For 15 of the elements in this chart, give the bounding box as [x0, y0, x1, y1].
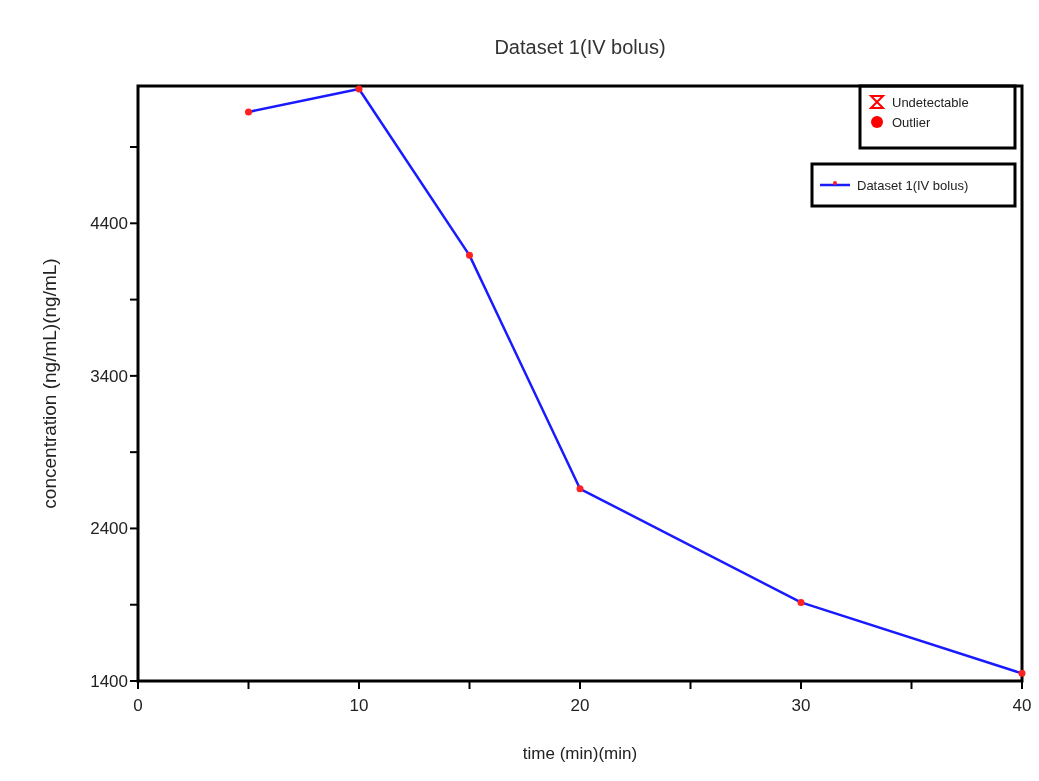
x-tick-label: 40 [1012, 696, 1032, 715]
legend-label: Dataset 1(IV bolus) [857, 178, 969, 193]
y-tick-label: 4400 [90, 214, 128, 234]
x-tick-label: 0 [133, 696, 143, 715]
y-tick-label: 3400 [90, 366, 128, 386]
x-tick-label: 10 [349, 696, 369, 715]
y-tick-label: 2400 [90, 519, 128, 539]
x-axis-title: time (min)(min) [522, 744, 638, 763]
y-tick-label: 1400 [90, 672, 128, 691]
legend-label: Outlier [892, 115, 931, 130]
x-tick-label: 20 [570, 696, 590, 715]
y-axis-title: concentration (ng/mL)(ng/mL) [39, 258, 60, 509]
legend-label: Undetectable [892, 95, 969, 110]
chart-title: Dataset 1(IV bolus) [494, 36, 666, 58]
x-tick-label: 30 [791, 696, 811, 715]
